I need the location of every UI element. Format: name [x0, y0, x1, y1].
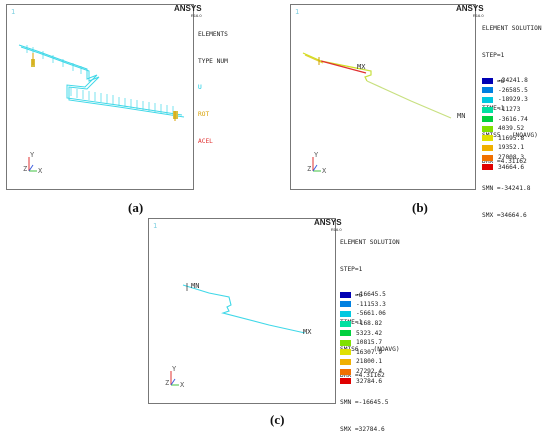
- legend-swatch: [340, 349, 351, 356]
- info-line: SMN =-16645.5: [340, 399, 389, 407]
- axis-label-y: Y: [172, 365, 177, 373]
- legend-swatch: [340, 339, 351, 346]
- legend-row: 32784.6: [340, 376, 386, 386]
- info-line: TIME=1: [482, 104, 505, 112]
- legend-row: -11153.3: [340, 300, 386, 310]
- legend-row: -168.82: [340, 319, 386, 329]
- info-line: TYPE NUM: [198, 57, 228, 65]
- legend-row: -16645.5: [340, 290, 386, 300]
- contour-legend-c: -16645.5 -11153.3 -5661.06 -168.82 5323.…: [340, 290, 386, 386]
- legend-swatch: [482, 87, 493, 94]
- info-block-b: ELEMENT SOLUTION STEP=1 SUB =6 TIME=1 SM…: [482, 7, 542, 230]
- legend-row: -3616.74: [482, 114, 528, 124]
- legend-row: -26585.5: [482, 86, 528, 96]
- legend-swatch: [482, 77, 493, 84]
- info-line: SMX =32784.6: [340, 425, 385, 433]
- legend-swatch: [482, 135, 493, 142]
- legend-swatch: [340, 378, 351, 385]
- info-line: DMX =4.31162: [340, 372, 385, 380]
- axis-label-x: X: [180, 381, 185, 389]
- legend-row: 27292.4: [340, 367, 386, 377]
- axis-label-z: Z: [165, 379, 170, 387]
- info-line: SMIS5 (NOAVG): [482, 131, 538, 139]
- legend-u: U: [198, 84, 202, 92]
- legend-swatch: [340, 301, 351, 308]
- legend-row: -11273: [482, 105, 528, 115]
- window-index-label: 1: [153, 222, 158, 230]
- legend-row: -18929.3: [482, 95, 528, 105]
- legend-row: 16307.9: [340, 348, 386, 358]
- pipe-model-elements: [18, 44, 185, 172]
- legend-row: 21800.1: [340, 357, 386, 367]
- window-index-label: 1: [295, 8, 300, 16]
- legend-row: 27008.3: [482, 153, 528, 163]
- legend-swatch: [482, 164, 493, 171]
- legend-row: 10815.7: [340, 338, 386, 348]
- legend-row: 34664.6: [482, 162, 528, 172]
- mn-marker-label: MN: [457, 112, 466, 120]
- legend-row: 19352.1: [482, 143, 528, 153]
- legend-swatch: [340, 291, 351, 298]
- legend-swatch: [482, 144, 493, 151]
- info-block-a: ELEMENTS TYPE NUM U ROT ACEL: [198, 13, 228, 156]
- info-line: SMN =-34241.8: [482, 185, 531, 193]
- legend-row: -34241.8: [482, 76, 528, 86]
- mn-marker-label: MN: [191, 282, 200, 290]
- info-line: STEP=1: [340, 265, 363, 273]
- legend-swatch: [482, 106, 493, 113]
- panel-b-viewport[interactable]: 1 MX MN Y Z X: [290, 4, 476, 190]
- legend-row: -5661.06: [340, 309, 386, 319]
- caption-a: (a): [128, 200, 144, 215]
- mx-marker-label: MX: [357, 63, 366, 71]
- legend-swatch: [340, 310, 351, 317]
- ansys-logo-c: ANSYS R16.0: [314, 218, 342, 233]
- legend-acel: ACEL: [198, 137, 213, 145]
- axis-label-z: Z: [23, 165, 28, 173]
- window-index-label: 1: [11, 8, 16, 16]
- axis-label-x: X: [38, 167, 43, 175]
- legend-swatch: [340, 330, 351, 337]
- legend-rot: ROT: [198, 110, 210, 118]
- axis-label-z: Z: [307, 165, 312, 173]
- info-line: ELEMENTS: [198, 30, 228, 38]
- info-line: SMIS6 (NOAVG): [340, 345, 400, 353]
- legend-swatch: [482, 154, 493, 161]
- legend-row: 5323.42: [340, 328, 386, 338]
- pipe-model-smis6: [170, 283, 306, 386]
- legend-swatch: [482, 116, 493, 123]
- axis-label-y: Y: [30, 151, 35, 159]
- legend-row: 11695.8: [482, 134, 528, 144]
- legend-swatch: [340, 320, 351, 327]
- info-line: ELEMENT SOLUTION: [340, 238, 400, 246]
- pipe-model-smis5: [302, 52, 452, 172]
- ansys-logo-b: ANSYS R16.0: [456, 4, 484, 19]
- caption-c: (c): [270, 412, 285, 427]
- legend-swatch: [482, 125, 493, 132]
- legend-swatch: [340, 358, 351, 365]
- contour-legend-b: -34241.8 -26585.5 -18929.3 -11273 -3616.…: [482, 76, 528, 172]
- panel-c-viewport[interactable]: 1 MN MX Y Z X: [148, 218, 336, 404]
- info-line: STEP=1: [482, 51, 505, 59]
- panel-a-viewport[interactable]: 1 Y Z X: [6, 4, 194, 190]
- ansys-logo-a: ANSYS R16.0: [174, 4, 202, 19]
- legend-row: 4039.52: [482, 124, 528, 134]
- legend-swatch: [340, 368, 351, 375]
- legend-swatch: [482, 96, 493, 103]
- axis-label-y: Y: [314, 151, 319, 159]
- info-line: DMX =4.31162: [482, 158, 527, 166]
- info-line: TIME=1: [340, 318, 363, 326]
- axis-label-x: X: [322, 167, 327, 175]
- caption-b: (b): [412, 200, 428, 215]
- info-line: ELEMENT SOLUTION: [482, 24, 542, 32]
- mx-marker-label: MX: [303, 328, 312, 336]
- info-line: SMX =34664.6: [482, 211, 527, 219]
